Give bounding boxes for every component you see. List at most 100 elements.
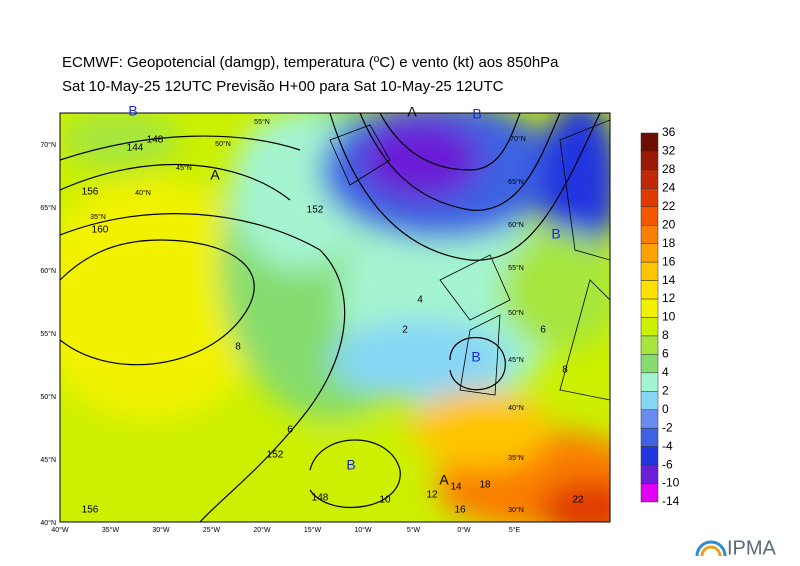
contour-label: 144 xyxy=(127,143,144,154)
colorbar-swatch xyxy=(640,169,659,189)
contour-label: 10 xyxy=(379,495,391,506)
contour-label: 22 xyxy=(572,495,584,506)
lon-label: 5°E xyxy=(509,526,521,534)
colorbar-swatch xyxy=(640,188,659,208)
colorbar-label: 36 xyxy=(662,125,676,139)
colorbar-label: 14 xyxy=(662,273,676,287)
colorbar-label: 12 xyxy=(662,291,676,305)
contour-label: 156 xyxy=(82,505,99,516)
colorbar-label: -14 xyxy=(662,494,680,508)
colorbar-swatch xyxy=(640,280,659,300)
lat-label: 45°N xyxy=(40,456,56,464)
contour-label: 152 xyxy=(307,205,324,216)
colorbar-swatch xyxy=(640,391,659,410)
grid-label: 45°N xyxy=(176,164,192,172)
grid-label: 55°N xyxy=(254,118,270,126)
contour-label: 14 xyxy=(450,482,462,493)
lon-label: 25°W xyxy=(203,526,221,534)
colorbar-swatch xyxy=(640,354,659,374)
colorbar-label: 16 xyxy=(662,254,676,268)
contour-label: 160 xyxy=(92,225,109,236)
colorbar-label: 18 xyxy=(662,236,676,250)
pressure-center: B xyxy=(551,226,560,242)
temperature-field xyxy=(60,113,610,522)
contour-label: 12 xyxy=(426,490,438,501)
grid-label: 40°N xyxy=(508,404,524,412)
colorbar-label: -6 xyxy=(662,457,673,471)
grid-label: 70°N xyxy=(510,135,526,143)
contour-label: 148 xyxy=(312,493,329,504)
lat-label: 40°N xyxy=(40,519,56,527)
contour-label: 6 xyxy=(287,425,293,436)
contour-label: 152 xyxy=(267,450,284,461)
colorbar-swatch xyxy=(640,261,659,281)
colorbar-swatch xyxy=(640,225,659,244)
colorbar-label: 32 xyxy=(662,144,676,158)
colorbar-swatch xyxy=(640,206,659,226)
lat-label: 55°N xyxy=(40,330,56,338)
colorbar-swatch xyxy=(640,132,659,152)
grid-label: 40°N xyxy=(135,189,151,197)
colorbar-swatch xyxy=(640,335,659,355)
pressure-center: B xyxy=(471,349,480,365)
colorbar-label: 2 xyxy=(662,383,669,397)
colorbar-swatch xyxy=(640,243,659,263)
colorbar-swatch xyxy=(640,151,659,171)
lon-label: 40°W xyxy=(51,526,69,534)
colorbar-label: -4 xyxy=(662,439,673,453)
grid-label: 35°N xyxy=(90,213,106,221)
contour-label: 156 xyxy=(82,187,99,198)
lat-label: 65°N xyxy=(40,204,56,212)
contour-label: 4 xyxy=(417,295,423,306)
grid-label: 60°N xyxy=(508,221,524,229)
pressure-center: A xyxy=(407,104,417,120)
lat-label: 70°N xyxy=(40,141,56,149)
pressure-center: B xyxy=(346,457,355,473)
colorbar-label: 20 xyxy=(662,217,676,231)
colorbar-swatch xyxy=(640,372,659,392)
colorbar-label: 0 xyxy=(662,402,669,416)
colorbar-label: 28 xyxy=(662,162,676,176)
grid-label: 50°N xyxy=(215,140,231,148)
grid-label: 65°N xyxy=(508,178,524,186)
pressure-center: A xyxy=(210,167,220,183)
colorbar-label: 8 xyxy=(662,328,669,342)
logo-text: IPMA xyxy=(727,537,777,559)
title: ECMWF: Geopotencial (damgp), temperatura… xyxy=(62,54,559,71)
subtitle: Sat 10-May-25 12UTC Previsão H+00 para S… xyxy=(62,78,504,95)
pressure-center: B xyxy=(472,106,481,122)
grid-label: 50°N xyxy=(508,309,524,317)
colorbar-swatch xyxy=(640,317,659,337)
colorbar-label: 22 xyxy=(662,199,676,213)
lat-label: 60°N xyxy=(40,267,56,275)
lon-label: 20°W xyxy=(253,526,271,534)
lon-label: 35°W xyxy=(102,526,120,534)
grid-label: 55°N xyxy=(508,264,524,272)
lon-label: 10°W xyxy=(354,526,372,534)
colorbar-swatch xyxy=(640,409,659,429)
contour-label: 6 xyxy=(540,325,546,336)
colorbar-label: -10 xyxy=(662,476,680,490)
lat-label: 50°N xyxy=(40,393,56,401)
grid-label: 30°N xyxy=(508,506,524,514)
pressure-center: A xyxy=(439,472,449,488)
colorbar-label: -2 xyxy=(662,420,673,434)
logo: IPMA xyxy=(695,537,777,559)
pressure-center: B xyxy=(128,103,137,119)
colorbar-swatch xyxy=(640,464,659,484)
contour-label: 8 xyxy=(562,365,568,376)
contour-label: 2 xyxy=(402,325,408,336)
colorbar-swatch xyxy=(640,446,659,466)
colorbar-swatch xyxy=(640,427,659,447)
lon-label: 5°W xyxy=(407,526,421,534)
contour-label: 18 xyxy=(479,480,491,491)
grid-label: 35°N xyxy=(508,454,524,462)
colorbar-label: 6 xyxy=(662,347,669,361)
contour-label: 148 xyxy=(147,135,164,146)
colorbar-label: 24 xyxy=(662,181,676,195)
colorbar-label: 10 xyxy=(662,310,676,324)
colorbar-swatch xyxy=(640,483,659,503)
grid-label: 45°N xyxy=(508,356,524,364)
